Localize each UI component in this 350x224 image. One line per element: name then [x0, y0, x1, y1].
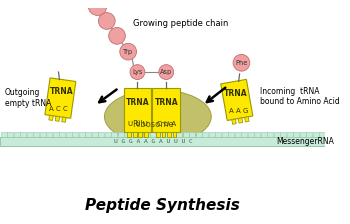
FancyBboxPatch shape: [156, 132, 160, 137]
FancyBboxPatch shape: [34, 131, 39, 137]
FancyBboxPatch shape: [60, 131, 65, 137]
FancyBboxPatch shape: [53, 131, 58, 137]
Circle shape: [98, 13, 115, 29]
FancyBboxPatch shape: [248, 131, 253, 137]
FancyBboxPatch shape: [72, 131, 78, 137]
FancyBboxPatch shape: [241, 131, 247, 137]
FancyBboxPatch shape: [49, 115, 53, 121]
FancyBboxPatch shape: [209, 131, 215, 137]
Text: Trp: Trp: [123, 49, 133, 55]
FancyBboxPatch shape: [40, 131, 46, 137]
Text: Asp: Asp: [160, 69, 172, 75]
FancyBboxPatch shape: [163, 131, 169, 137]
FancyBboxPatch shape: [66, 131, 71, 137]
FancyBboxPatch shape: [167, 132, 171, 137]
FancyBboxPatch shape: [27, 131, 33, 137]
FancyBboxPatch shape: [216, 131, 221, 137]
Text: Peptide Synthesis: Peptide Synthesis: [85, 198, 240, 213]
Text: TRNA: TRNA: [49, 87, 73, 96]
FancyBboxPatch shape: [173, 132, 176, 137]
FancyBboxPatch shape: [293, 131, 299, 137]
FancyBboxPatch shape: [150, 131, 156, 137]
Circle shape: [130, 65, 145, 80]
FancyBboxPatch shape: [307, 131, 312, 137]
FancyBboxPatch shape: [20, 131, 26, 137]
FancyBboxPatch shape: [47, 131, 52, 137]
FancyBboxPatch shape: [133, 132, 136, 137]
FancyBboxPatch shape: [162, 132, 165, 137]
FancyBboxPatch shape: [245, 117, 249, 122]
FancyBboxPatch shape: [300, 131, 306, 137]
FancyBboxPatch shape: [313, 131, 319, 137]
FancyBboxPatch shape: [79, 131, 84, 137]
Text: Growing peptide chain: Growing peptide chain: [133, 19, 229, 28]
FancyBboxPatch shape: [55, 116, 60, 121]
FancyBboxPatch shape: [238, 118, 243, 123]
Text: TRNA: TRNA: [154, 98, 178, 107]
Text: MessengerRNA: MessengerRNA: [277, 137, 335, 146]
FancyBboxPatch shape: [45, 78, 76, 118]
Text: A A G: A A G: [229, 108, 248, 114]
FancyBboxPatch shape: [14, 131, 20, 137]
FancyBboxPatch shape: [131, 131, 136, 137]
FancyBboxPatch shape: [62, 117, 66, 122]
FancyBboxPatch shape: [320, 131, 325, 137]
FancyBboxPatch shape: [7, 131, 13, 137]
FancyBboxPatch shape: [254, 131, 260, 137]
Circle shape: [120, 43, 136, 60]
Text: Outgoing
empty tRNA: Outgoing empty tRNA: [5, 88, 51, 108]
FancyBboxPatch shape: [138, 131, 143, 137]
Text: A C C: A C C: [49, 106, 68, 112]
FancyBboxPatch shape: [183, 131, 189, 137]
FancyBboxPatch shape: [111, 131, 117, 137]
Circle shape: [159, 65, 174, 80]
FancyBboxPatch shape: [144, 131, 149, 137]
FancyBboxPatch shape: [105, 131, 111, 137]
FancyBboxPatch shape: [287, 131, 293, 137]
Circle shape: [108, 28, 125, 44]
FancyBboxPatch shape: [127, 132, 131, 137]
FancyBboxPatch shape: [222, 131, 228, 137]
FancyBboxPatch shape: [125, 131, 130, 137]
Text: TRNA: TRNA: [224, 89, 247, 98]
Circle shape: [233, 54, 250, 71]
FancyBboxPatch shape: [138, 132, 142, 137]
FancyBboxPatch shape: [98, 131, 104, 137]
Text: Ribosome: Ribosome: [132, 120, 174, 129]
FancyBboxPatch shape: [152, 88, 180, 132]
FancyBboxPatch shape: [92, 131, 98, 137]
FancyBboxPatch shape: [118, 131, 124, 137]
Text: Incoming  tRNA
bound to Amino Acid: Incoming tRNA bound to Amino Acid: [260, 86, 340, 106]
Text: Lys: Lys: [132, 69, 143, 75]
FancyBboxPatch shape: [1, 131, 7, 137]
FancyBboxPatch shape: [196, 131, 202, 137]
FancyBboxPatch shape: [274, 131, 280, 137]
FancyBboxPatch shape: [280, 131, 286, 137]
FancyBboxPatch shape: [267, 131, 273, 137]
FancyBboxPatch shape: [176, 131, 182, 137]
FancyBboxPatch shape: [124, 88, 151, 132]
Text: C U A: C U A: [157, 121, 176, 127]
Ellipse shape: [104, 90, 211, 144]
FancyBboxPatch shape: [0, 137, 325, 146]
FancyBboxPatch shape: [189, 131, 195, 137]
FancyBboxPatch shape: [235, 131, 240, 137]
Text: TRNA: TRNA: [126, 98, 149, 107]
Text: Phe: Phe: [235, 60, 248, 66]
FancyBboxPatch shape: [85, 131, 91, 137]
FancyBboxPatch shape: [232, 119, 236, 124]
Text: U U U: U U U: [127, 121, 147, 127]
FancyBboxPatch shape: [229, 131, 234, 137]
FancyBboxPatch shape: [261, 131, 266, 137]
FancyBboxPatch shape: [157, 131, 162, 137]
FancyBboxPatch shape: [170, 131, 175, 137]
Text: U G G A A G A U U U C: U G G A A G A U U U C: [114, 139, 192, 144]
FancyBboxPatch shape: [144, 132, 148, 137]
Circle shape: [88, 0, 107, 15]
FancyBboxPatch shape: [202, 131, 208, 137]
FancyBboxPatch shape: [221, 79, 253, 121]
